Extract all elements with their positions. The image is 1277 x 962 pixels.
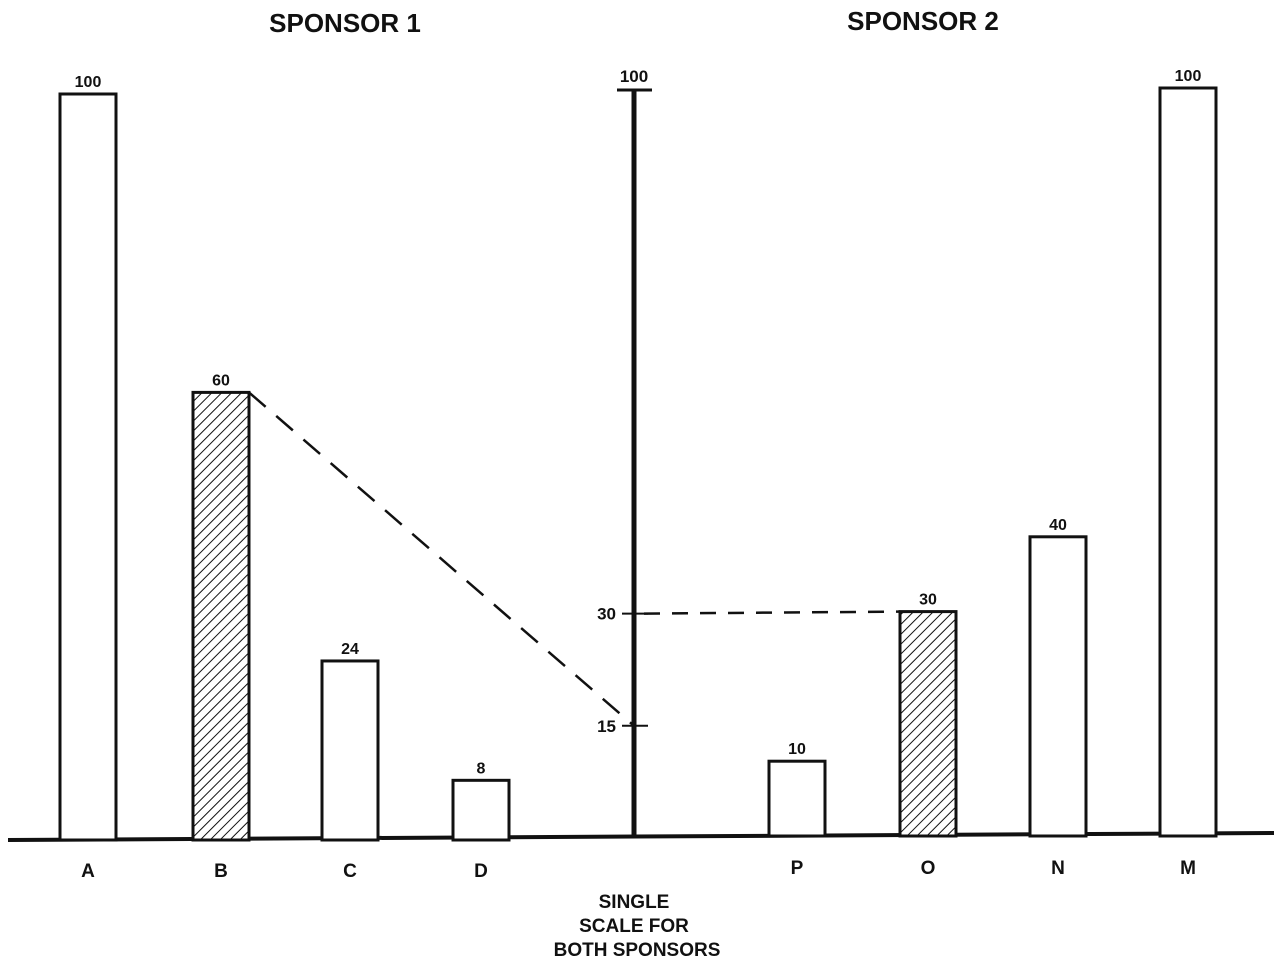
bar-a — [58, 92, 118, 842]
scale-caption-line-3: BOTH SPONSORS — [554, 940, 721, 961]
bar-o — [898, 610, 958, 838]
bar-p — [767, 759, 827, 838]
bar-d — [451, 778, 511, 842]
sponsor-1-title: SPONSOR 1 — [269, 8, 421, 38]
category-label-n: N — [1051, 858, 1065, 879]
sponsor-2-title: SPONSOR 2 — [847, 6, 999, 36]
scale-tick-label-100: 100 — [620, 67, 648, 86]
category-label-b: B — [214, 861, 228, 882]
value-label-a: 100 — [75, 74, 102, 91]
bar-m — [1158, 86, 1218, 838]
dashed-connectors — [248, 391, 901, 727]
value-label-p: 10 — [788, 741, 806, 758]
category-label-a: A — [81, 861, 95, 882]
scale-caption-line-1: SINGLE — [599, 892, 670, 913]
value-label-n: 40 — [1049, 517, 1067, 534]
scale-caption-line-2: SCALE FOR — [579, 916, 689, 937]
value-label-o: 30 — [919, 592, 937, 609]
bar-n — [1028, 535, 1088, 838]
bar-b — [191, 390, 251, 842]
bar-c — [320, 659, 380, 842]
value-label-m: 100 — [1175, 68, 1202, 85]
value-label-b: 60 — [212, 372, 230, 389]
value-label-d: 8 — [477, 760, 486, 777]
category-label-p: P — [791, 858, 804, 879]
category-label-c: C — [343, 861, 357, 882]
value-label-c: 24 — [341, 641, 359, 658]
connector-b-to-15 — [248, 391, 635, 727]
scale-ticks: 15 30 100 — [597, 67, 648, 736]
bars — [58, 86, 1218, 842]
scale-tick-label-30: 30 — [597, 605, 616, 624]
category-label-d: D — [474, 861, 488, 882]
scale-tick-label-15: 15 — [597, 717, 616, 736]
connector-30-to-o — [643, 610, 901, 615]
category-label-m: M — [1180, 858, 1196, 879]
bar-labels: 100 A 60 B 24 C 8 D 10 P 30 O 40 N 100 M — [75, 68, 1202, 882]
category-label-o: O — [921, 858, 936, 879]
